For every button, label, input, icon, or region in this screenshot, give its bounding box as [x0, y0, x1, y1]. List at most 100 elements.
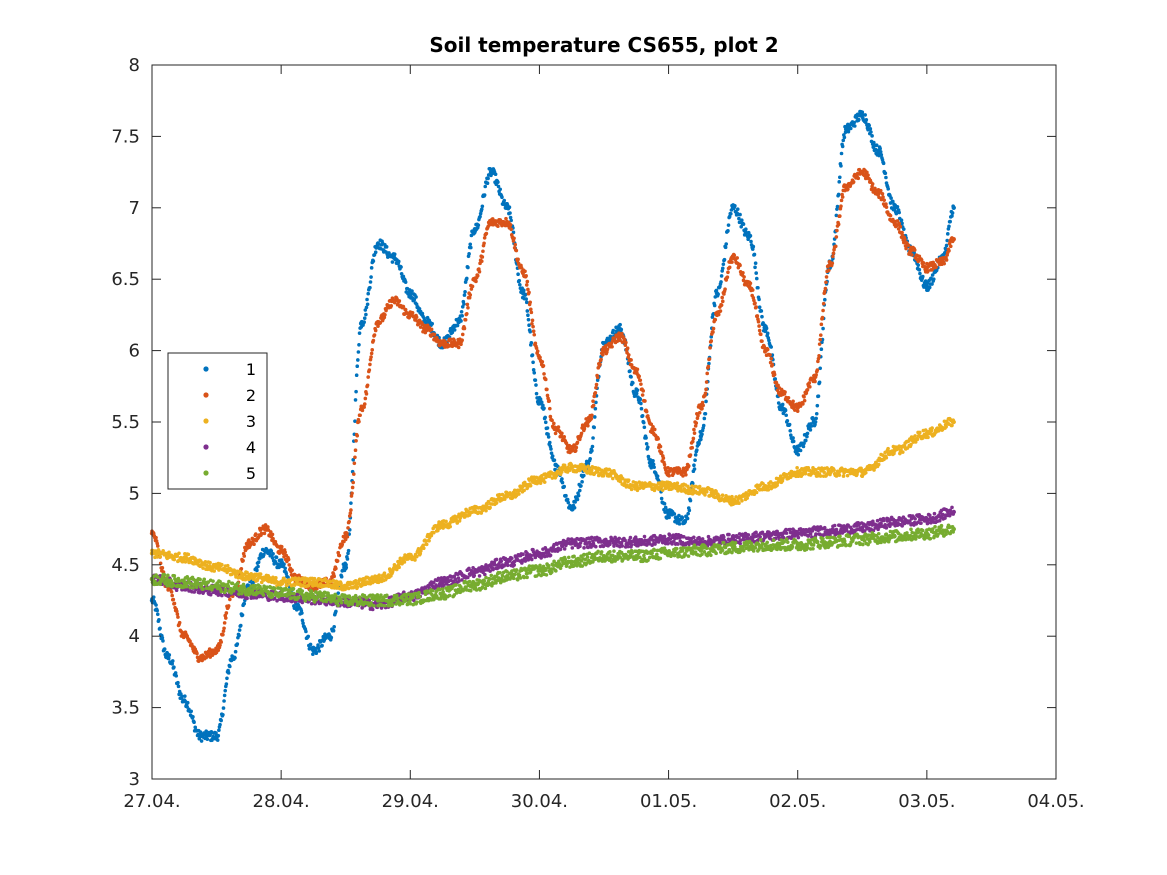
data-point [839, 151, 844, 156]
data-point [320, 643, 324, 648]
data-point [162, 647, 167, 651]
data-point [834, 235, 839, 239]
data-point [735, 256, 739, 260]
data-point [575, 497, 580, 502]
data-point [237, 633, 241, 638]
data-point [827, 268, 831, 273]
data-point [410, 310, 415, 315]
data-point [840, 195, 845, 199]
data-point [631, 381, 635, 385]
data-point [191, 562, 196, 566]
data-point [766, 488, 771, 492]
data-point [902, 227, 906, 231]
data-point [641, 389, 645, 393]
data-point [462, 326, 467, 331]
data-point [836, 222, 841, 227]
data-point [466, 575, 470, 580]
data-point [517, 278, 522, 283]
data-point [658, 444, 663, 449]
data-point [694, 421, 699, 425]
data-point [817, 353, 821, 358]
data-point [332, 624, 336, 629]
data-point [158, 554, 163, 559]
data-point [222, 626, 226, 631]
data-point [881, 161, 886, 166]
data-point [413, 558, 417, 562]
data-point [591, 436, 595, 440]
data-point [486, 499, 491, 504]
data-point [778, 474, 783, 479]
data-point [742, 275, 746, 279]
data-point [470, 510, 475, 514]
data-point [175, 554, 180, 558]
data-point [346, 586, 351, 591]
data-point [692, 463, 696, 468]
data-point [345, 557, 350, 561]
data-point [927, 285, 932, 290]
data-point [462, 302, 466, 306]
data-point [534, 346, 539, 350]
data-point [918, 430, 922, 435]
data-point [620, 331, 624, 336]
data-point [910, 253, 914, 257]
data-point [259, 580, 264, 585]
data-point [738, 263, 742, 268]
data-point [183, 560, 188, 564]
data-point [870, 182, 875, 186]
data-point [308, 642, 313, 647]
data-point [817, 342, 822, 346]
data-point [347, 514, 352, 518]
data-point [545, 387, 549, 392]
data-point [740, 499, 744, 503]
data-point [852, 120, 857, 125]
data-point [866, 173, 870, 177]
data-point [355, 585, 360, 589]
data-point [803, 438, 808, 443]
data-point [753, 301, 757, 306]
data-point [574, 445, 579, 450]
data-point [406, 291, 411, 295]
data-point [357, 331, 362, 335]
series-3 [149, 416, 956, 592]
data-point [749, 239, 753, 244]
data-point [944, 243, 949, 248]
data-point [565, 497, 570, 502]
data-point [697, 441, 701, 446]
data-point [813, 379, 817, 384]
data-point [641, 420, 646, 425]
data-point [170, 659, 175, 663]
data-point [695, 448, 699, 452]
plot-area [152, 65, 1056, 779]
data-point [824, 280, 828, 285]
data-point [478, 214, 482, 219]
data-point [546, 435, 551, 439]
data-point [582, 426, 587, 431]
data-point [476, 223, 481, 227]
data-point [369, 266, 374, 270]
data-point [219, 718, 223, 723]
data-point [351, 472, 356, 476]
data-point [752, 298, 756, 303]
data-point [867, 123, 871, 128]
data-point [364, 392, 369, 396]
data-point [599, 357, 603, 362]
data-point [783, 408, 788, 413]
data-point [720, 266, 725, 271]
data-point [474, 279, 478, 284]
data-point [601, 340, 605, 345]
data-point [662, 462, 667, 467]
data-point [718, 309, 723, 313]
data-point [919, 258, 924, 262]
data-point [851, 180, 856, 184]
data-point [353, 455, 357, 460]
data-point [801, 402, 805, 406]
data-point [531, 329, 536, 334]
data-point [418, 325, 423, 329]
data-point [414, 295, 418, 299]
data-point [534, 391, 539, 396]
data-point [808, 428, 813, 432]
data-point [376, 242, 381, 247]
data-point [635, 367, 640, 372]
data-point [401, 274, 406, 279]
data-point [457, 579, 461, 583]
